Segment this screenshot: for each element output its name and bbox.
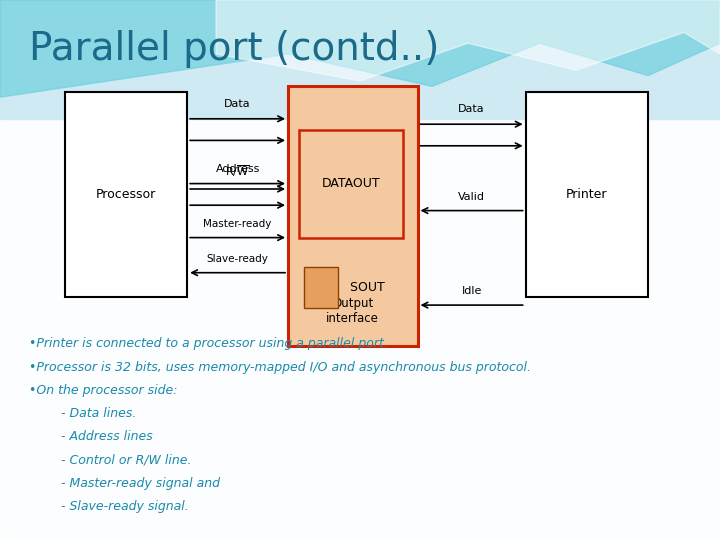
Text: •On the processor side:: •On the processor side: [29, 384, 177, 397]
Polygon shape [0, 0, 720, 119]
Text: Parallel port (contd..): Parallel port (contd..) [29, 30, 439, 68]
Bar [526, 92, 648, 297]
Polygon shape [0, 0, 720, 97]
Text: Address: Address [215, 164, 260, 174]
Text: Output
interface: Output interface [326, 296, 379, 325]
Text: - Slave-ready signal.: - Slave-ready signal. [29, 500, 189, 513]
Polygon shape [216, 0, 720, 81]
Text: Printer: Printer [566, 188, 608, 201]
Text: - Master-ready signal and: - Master-ready signal and [29, 477, 220, 490]
Text: Slave-ready: Slave-ready [207, 254, 269, 264]
Text: •Processor is 32 bits, uses memory-mapped I/O and asynchronous bus protocol.: •Processor is 32 bits, uses memory-mappe… [29, 361, 531, 374]
Text: Idle: Idle [462, 286, 482, 296]
Text: DATAOUT: DATAOUT [322, 177, 380, 190]
Polygon shape [0, 119, 720, 540]
Text: SOUT: SOUT [346, 281, 385, 294]
Text: Data: Data [225, 99, 251, 109]
Bar [304, 267, 338, 308]
Text: R/$\overline{\rm W}$: R/$\overline{\rm W}$ [225, 164, 250, 179]
Bar [299, 130, 403, 238]
Text: - Address lines: - Address lines [29, 430, 153, 443]
Bar [288, 86, 418, 346]
Text: Valid: Valid [458, 192, 485, 202]
Text: •Printer is connected to a processor using a parallel port.: •Printer is connected to a processor usi… [29, 338, 387, 350]
Text: - Data lines.: - Data lines. [29, 407, 136, 420]
Text: Processor: Processor [96, 188, 156, 201]
Bar [65, 92, 187, 297]
Text: Data: Data [459, 104, 485, 114]
Text: Master-ready: Master-ready [204, 219, 271, 229]
Text: - Control or R/W line.: - Control or R/W line. [29, 454, 192, 467]
